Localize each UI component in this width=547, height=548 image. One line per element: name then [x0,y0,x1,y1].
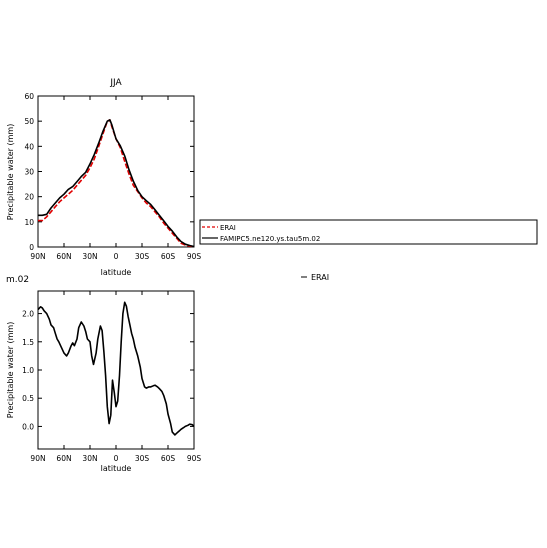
top-y-tick-label: 0 [29,243,34,252]
top-y-tick-label: 40 [24,142,34,151]
bottom-x-tick-label: 90N [30,454,45,463]
bottom-x-tick-label: 30S [135,454,150,463]
bottom-y-axis-label: Precipitable water (mm) [6,322,15,419]
top-x-tick-label: 90N [30,252,45,261]
top-y-tick-label: 50 [24,117,34,126]
top-y-axis-label: Precipitable water (mm) [6,124,15,221]
top-panel: JJA 0 10 20 30 40 50 60 90N 60N 30N 0 30S 60S 90S la… [6,78,201,277]
legend-label-erai: ERAI [220,224,236,232]
top-x-tick-label: 60S [161,252,176,261]
bottom-x-tick-label: 90S [187,454,202,463]
bottom-y-axis: 0.0 0.5 1.0 1.5 2.0 [22,310,194,431]
bottom-x-axis: 90N 60N 30N 0 30S 60S 90S [30,291,201,463]
top-series-line-1 [38,119,195,248]
bottom-x-tick-label: 60N [56,454,71,463]
top-panel-title: JJA [109,78,122,88]
top-y-tick-label: 10 [24,218,34,227]
top-y-tick-label: 20 [24,193,34,202]
top-x-tick-label: 90S [187,252,202,261]
bottom-panel-title: m.02 [6,275,29,285]
bottom-series-line-0 [37,301,195,436]
legend-box [199,219,538,245]
bottom-y-tick-label: 0.5 [22,394,34,403]
bottom-series-lines [37,301,195,436]
bottom-x-tick-label: 0 [114,454,119,463]
top-x-tick-label: 60N [56,252,71,261]
top-plot-frame [37,95,195,248]
bottom-x-axis-label: latitude [101,464,132,473]
bottom-x-tick-label: 60S [161,454,176,463]
bottom-y-tick-label: 1.0 [22,366,34,375]
legend-label-model: FAMIPC5.ne120.ys.tau5m.02 [220,235,320,243]
top-x-axis: 90N 60N 30N 0 30S 60S 90S [30,96,201,261]
top-x-tick-label: 30S [135,252,150,261]
legend: ERAI FAMIPC5.ne120.ys.tau5m.02 [199,219,538,245]
top-y-tick-label: 60 [24,92,34,101]
top-y-tick-label: 30 [24,168,34,177]
bottom-y-tick-label: 0.0 [22,422,34,431]
bottom-panel: m.02 ERAI 0.0 0.5 1.0 1.5 2.0 90N 60N 30N 0 30S 6… [6,273,329,473]
top-y-axis: 0 10 20 30 40 50 60 [24,92,194,252]
bottom-y-tick-label: 2.0 [22,310,34,319]
bottom-y-tick-label: 1.5 [22,338,34,347]
top-x-tick-label: 30N [82,252,97,261]
top-x-tick-label: 0 [114,252,119,261]
top-x-axis-label: latitude [101,268,132,277]
bottom-x-tick-label: 30N [82,454,97,463]
top-series-lines [38,119,195,248]
bottom-legend-label: ERAI [311,273,329,282]
